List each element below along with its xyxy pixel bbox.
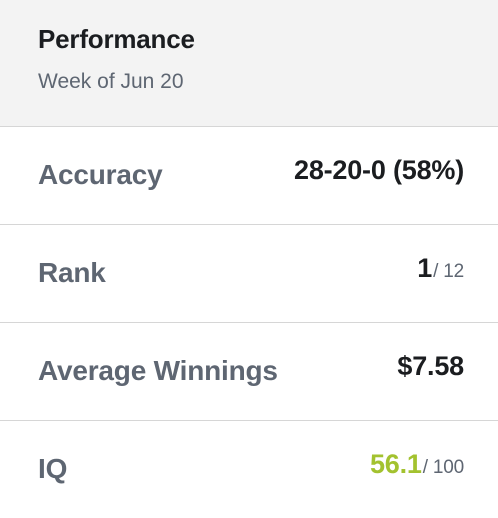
iq-label: IQ bbox=[38, 453, 68, 484]
accuracy-label: Accuracy bbox=[38, 159, 163, 190]
header-title: Performance bbox=[38, 24, 195, 54]
stat-row-average-winnings: Average Winnings $7.58 bbox=[0, 323, 498, 421]
rank-position: 1 bbox=[417, 253, 433, 283]
rank-value: 1/ 12 bbox=[417, 253, 464, 284]
accuracy-value: 28-20-0 (58%) bbox=[294, 155, 464, 186]
iq-score: 56.1 bbox=[369, 449, 422, 479]
stat-row-iq: IQ 56.1/ 100 bbox=[0, 421, 498, 518]
iq-value: 56.1/ 100 bbox=[370, 449, 464, 480]
average-winnings-value: $7.58 bbox=[397, 351, 464, 382]
rank-label: Rank bbox=[38, 257, 106, 288]
stat-row-rank: Rank 1/ 12 bbox=[0, 225, 498, 323]
accuracy-record: 28-20-0 (58%) bbox=[294, 155, 464, 185]
average-winnings-label: Average Winnings bbox=[38, 355, 278, 386]
average-winnings-amount: $7.58 bbox=[397, 351, 464, 381]
iq-max: / 100 bbox=[422, 457, 464, 478]
stat-row-accuracy: Accuracy 28-20-0 (58%) bbox=[0, 127, 498, 225]
performance-header: Performance Week of Jun 20 bbox=[0, 0, 498, 127]
header-subtitle: Week of Jun 20 bbox=[38, 70, 184, 93]
rank-total: / 12 bbox=[433, 261, 464, 282]
